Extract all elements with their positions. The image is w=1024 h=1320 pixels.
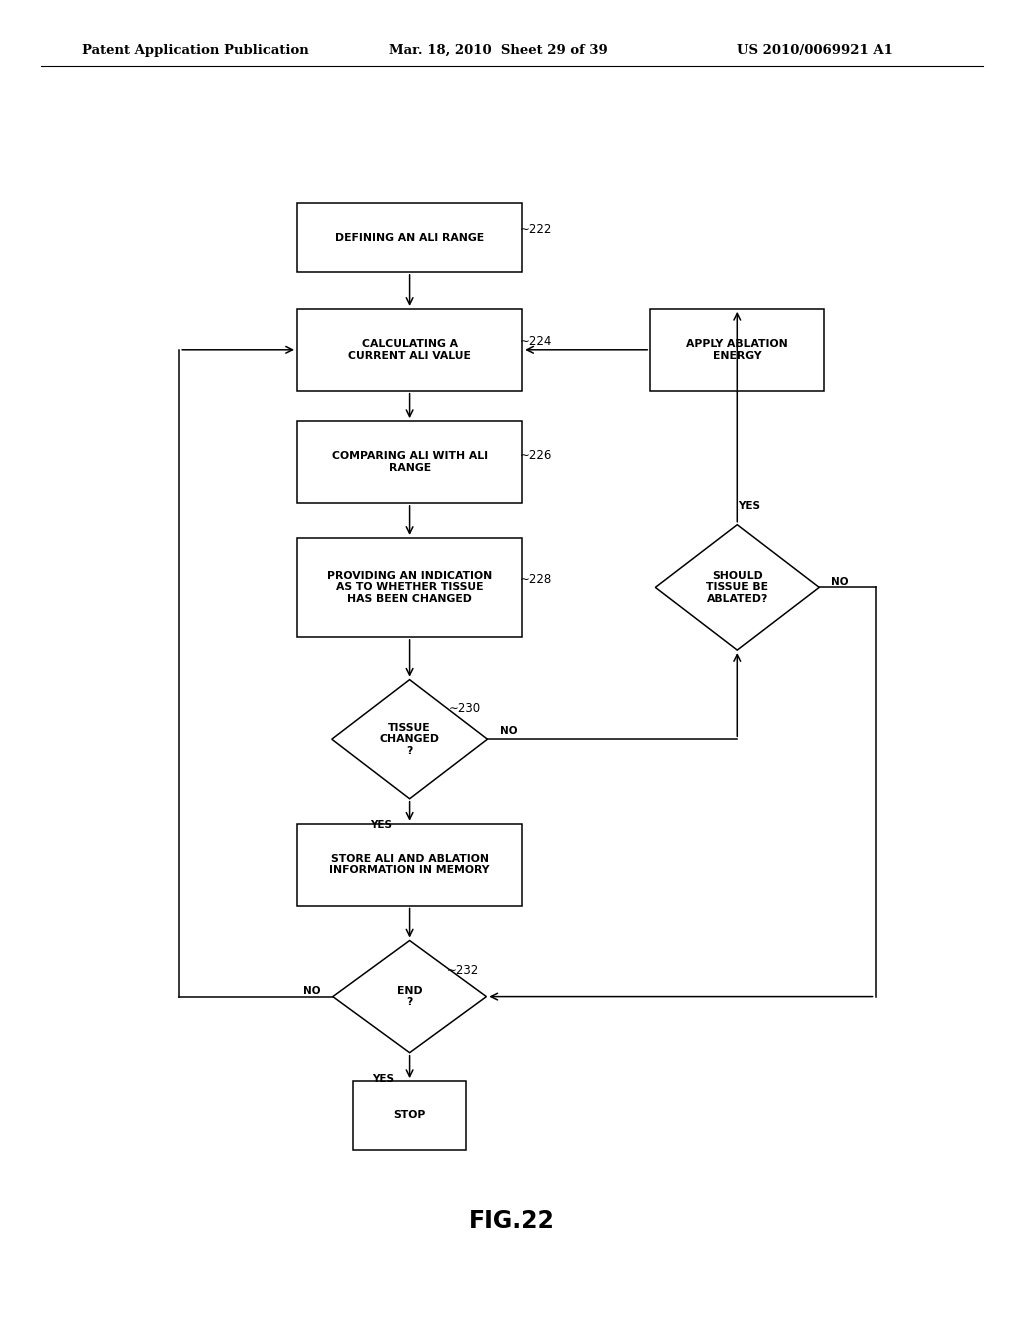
Text: ∼224: ∼224 <box>520 335 553 348</box>
Text: ∼222: ∼222 <box>520 223 553 236</box>
Text: Patent Application Publication: Patent Application Publication <box>82 44 308 57</box>
Text: YES: YES <box>370 820 392 830</box>
Text: CALCULATING A
CURRENT ALI VALUE: CALCULATING A CURRENT ALI VALUE <box>348 339 471 360</box>
Text: APPLY ABLATION
ENERGY: APPLY ABLATION ENERGY <box>686 339 788 360</box>
Text: END
?: END ? <box>396 986 423 1007</box>
Text: STORE ALI AND ABLATION
INFORMATION IN MEMORY: STORE ALI AND ABLATION INFORMATION IN ME… <box>330 854 489 875</box>
Text: TISSUE
CHANGED
?: TISSUE CHANGED ? <box>380 722 439 756</box>
Polygon shape <box>655 524 819 649</box>
Polygon shape <box>333 940 486 1053</box>
FancyBboxPatch shape <box>297 309 522 391</box>
Text: ∼228: ∼228 <box>520 573 552 586</box>
Text: FIG.22: FIG.22 <box>469 1209 555 1233</box>
Text: NO: NO <box>500 726 517 737</box>
Text: US 2010/0069921 A1: US 2010/0069921 A1 <box>737 44 893 57</box>
FancyBboxPatch shape <box>297 203 522 272</box>
FancyBboxPatch shape <box>353 1081 466 1150</box>
Text: ∼226: ∼226 <box>520 449 553 462</box>
Text: DEFINING AN ALI RANGE: DEFINING AN ALI RANGE <box>335 232 484 243</box>
FancyBboxPatch shape <box>297 539 522 636</box>
Text: NO: NO <box>831 577 849 587</box>
FancyBboxPatch shape <box>297 824 522 906</box>
Text: STOP: STOP <box>393 1110 426 1121</box>
Text: SHOULD
TISSUE BE
ABLATED?: SHOULD TISSUE BE ABLATED? <box>707 570 768 605</box>
Text: NO: NO <box>303 986 321 997</box>
FancyBboxPatch shape <box>650 309 824 391</box>
Text: Mar. 18, 2010  Sheet 29 of 39: Mar. 18, 2010 Sheet 29 of 39 <box>389 44 608 57</box>
Text: ∼230: ∼230 <box>449 702 480 715</box>
Text: YES: YES <box>738 502 761 511</box>
Text: ∼232: ∼232 <box>446 964 478 977</box>
Text: PROVIDING AN INDICATION
AS TO WHETHER TISSUE
HAS BEEN CHANGED: PROVIDING AN INDICATION AS TO WHETHER TI… <box>327 570 493 605</box>
Text: COMPARING ALI WITH ALI
RANGE: COMPARING ALI WITH ALI RANGE <box>332 451 487 473</box>
Polygon shape <box>332 680 487 799</box>
FancyBboxPatch shape <box>297 421 522 503</box>
Text: YES: YES <box>372 1074 394 1084</box>
